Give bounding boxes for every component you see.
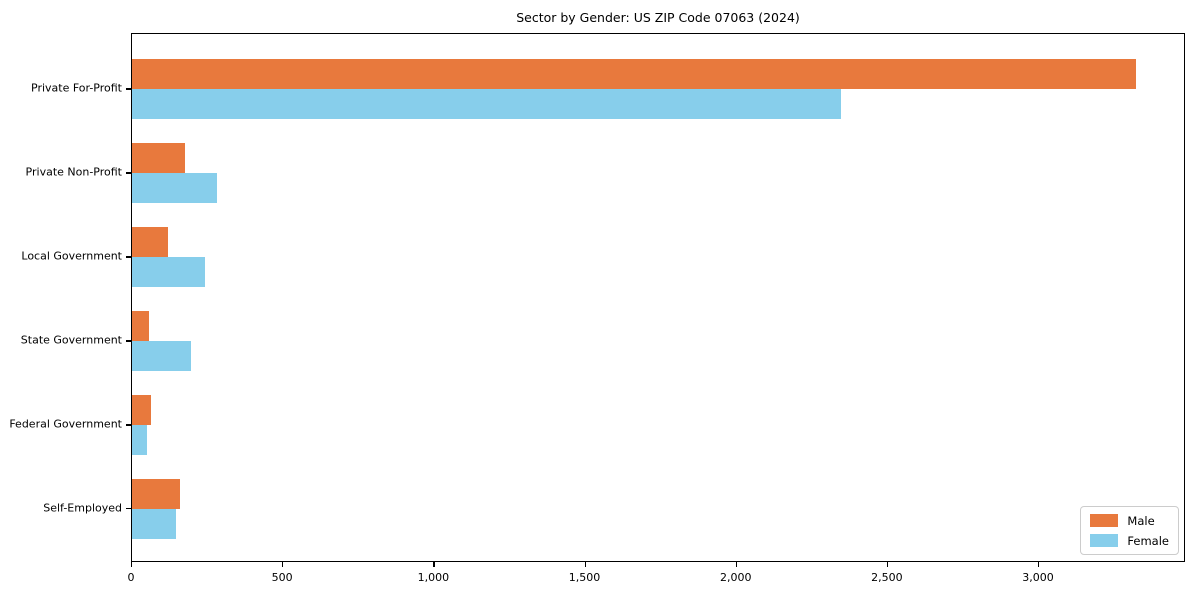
bar-male-3 <box>132 310 150 341</box>
bar-female-5 <box>132 508 177 539</box>
bar-female-3 <box>132 340 191 371</box>
x-axis: 0 500 1,000 1,500 2,000 2,500 3,000 <box>127 33 1185 593</box>
plot-area: Male Female <box>125 33 1185 562</box>
bar-male-4 <box>132 394 152 425</box>
legend-label-female: Female <box>1127 533 1169 548</box>
x-tick-mark <box>1038 562 1040 567</box>
x-tick-mark <box>282 562 284 567</box>
x-tick-label: 2,000 <box>719 571 752 584</box>
legend: Male Female <box>1080 506 1179 555</box>
legend-label-male: Male <box>1127 513 1155 528</box>
y-tick-label: State Government <box>20 333 122 347</box>
female-swatch-icon <box>1090 534 1119 547</box>
bar-male-5 <box>132 478 181 509</box>
y-tick-mark <box>125 508 131 510</box>
x-tick-label: 3,000 <box>1022 571 1054 584</box>
bar-male-2 <box>132 226 169 257</box>
legend-item-female: Female <box>1090 534 1169 547</box>
x-tick-label: 2,500 <box>871 571 903 584</box>
x-tick-label: 500 <box>271 571 293 584</box>
x-tick-label: 1,500 <box>568 571 601 584</box>
bar-female-2 <box>132 256 205 287</box>
bar-male-0 <box>132 58 1136 89</box>
y-tick-label: Private Non-Profit <box>25 165 122 179</box>
legend-item-male: Male <box>1090 514 1169 527</box>
chart-title: Sector by Gender: US ZIP Code 07063 (202… <box>516 10 800 25</box>
y-tick-label: Federal Government <box>9 417 122 431</box>
y-tick-mark <box>125 340 131 342</box>
x-tick-mark <box>433 562 435 567</box>
x-tick-label: 1,000 <box>417 571 450 584</box>
y-tick-mark <box>125 424 131 426</box>
x-tick-mark <box>735 562 737 567</box>
x-tick-label: 0 <box>127 571 135 584</box>
bar-female-4 <box>132 424 148 455</box>
x-tick-mark <box>131 562 133 567</box>
y-tick-label: Local Government <box>21 249 122 263</box>
bar-male-1 <box>132 142 185 173</box>
y-axis-labels: Private For-Profit Private Non-Profit Loca… <box>0 33 122 562</box>
x-tick-mark <box>584 562 586 567</box>
y-tick-mark <box>125 88 131 90</box>
bar-female-1 <box>132 172 217 203</box>
y-tick-mark <box>125 256 131 258</box>
y-tick-label: Self-Employed <box>43 501 122 515</box>
bar-female-0 <box>132 88 842 119</box>
y-tick-label: Private For-Profit <box>31 81 122 95</box>
male-swatch-icon <box>1090 514 1119 527</box>
y-tick-mark <box>125 172 131 174</box>
x-tick-mark <box>886 562 889 567</box>
